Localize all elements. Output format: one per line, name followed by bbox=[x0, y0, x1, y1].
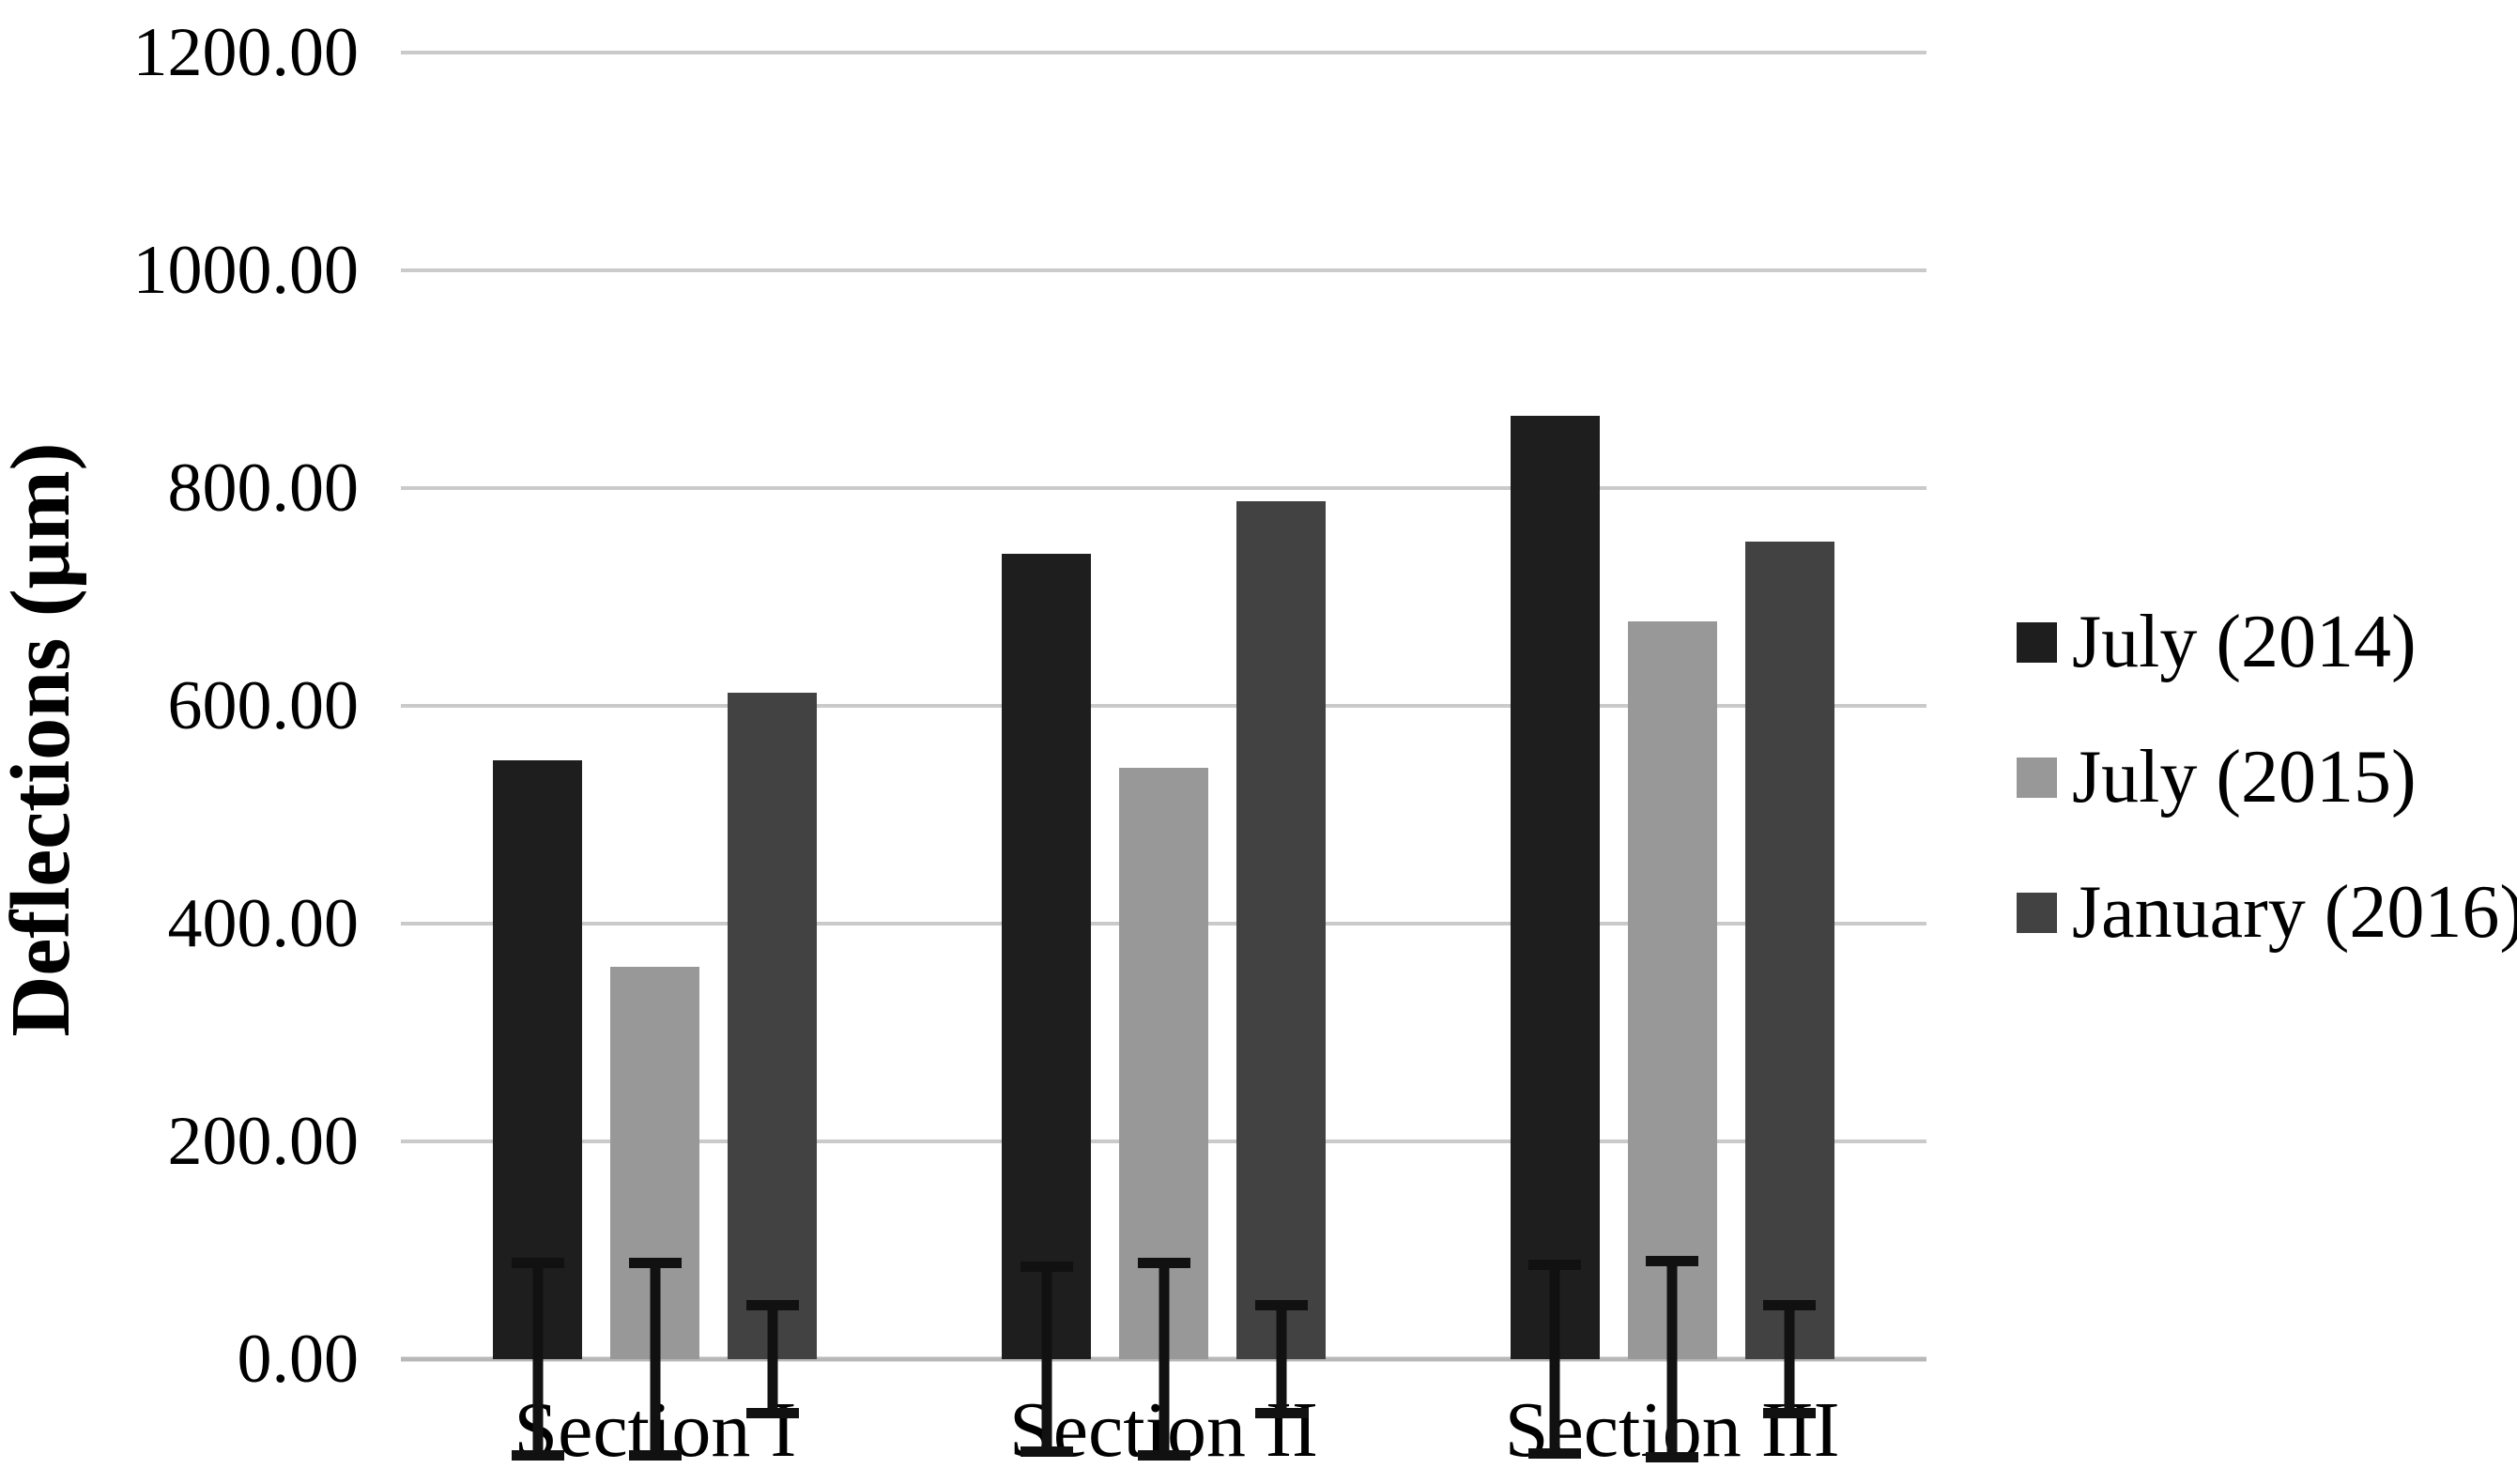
bar-group-section-iii bbox=[1418, 53, 1926, 1463]
error-bar-cap-top bbox=[1254, 1300, 1308, 1311]
error-bar bbox=[1254, 1300, 1308, 1418]
y-tick-label-1000: 1000.00 bbox=[132, 232, 360, 309]
error-bar-cap-top bbox=[1528, 1260, 1582, 1271]
bar-january-2016-section-ii bbox=[1236, 500, 1326, 1418]
y-tick-label-400: 400.00 bbox=[167, 885, 360, 962]
legend-label: July (2015) bbox=[2072, 736, 2417, 818]
y-tick-label-200: 200.00 bbox=[167, 1103, 360, 1180]
bars-layer bbox=[401, 53, 1926, 1463]
plot-area bbox=[401, 51, 1926, 1463]
error-bar-cap-top bbox=[511, 1258, 564, 1269]
error-bar-cap-bottom bbox=[1020, 1446, 1073, 1458]
bar-january-2016-section-iii bbox=[1744, 541, 1834, 1418]
bar-july-2014-section-ii bbox=[1002, 553, 1091, 1458]
error-bar-cap-top bbox=[628, 1258, 682, 1269]
legend-label: January (2016) bbox=[2072, 871, 2517, 954]
legend-swatch-icon bbox=[2017, 757, 2057, 798]
error-bar-whisker bbox=[1784, 1300, 1795, 1418]
error-bar bbox=[745, 1300, 799, 1418]
gridline-1000 bbox=[401, 268, 1926, 272]
error-bar-cap-top bbox=[1137, 1258, 1190, 1269]
error-bar-whisker bbox=[1159, 1258, 1169, 1461]
error-bar-whisker bbox=[1666, 1255, 1678, 1463]
bar-group-section-ii bbox=[910, 53, 1419, 1461]
error-bar-cap-top bbox=[1020, 1261, 1073, 1272]
error-bar-cap-bottom bbox=[511, 1449, 564, 1461]
legend-item: July (2014) bbox=[2017, 600, 2517, 684]
error-bar-cap-bottom bbox=[1137, 1449, 1190, 1461]
error-bar bbox=[1528, 1260, 1582, 1459]
error-bar bbox=[511, 1258, 564, 1461]
error-bar-whisker bbox=[1276, 1300, 1286, 1418]
error-bar-cap-top bbox=[1763, 1300, 1817, 1311]
legend-swatch-icon bbox=[2017, 621, 2057, 663]
bar-july-2014-section-iii bbox=[1510, 416, 1600, 1459]
y-tick-label-600: 600.00 bbox=[167, 667, 360, 744]
y-axis-tick-labels: 0.00 200.00 400.00 600.00 800.00 1000.00 1200.… bbox=[0, 18, 360, 1394]
bar-january-2016-section-i bbox=[728, 693, 818, 1418]
bar-july-2015-section-i bbox=[610, 967, 700, 1461]
gridline-800 bbox=[401, 486, 1926, 490]
bar-group-section-i bbox=[401, 53, 910, 1461]
error-bar bbox=[1763, 1300, 1817, 1418]
y-tick-label-0: 0.00 bbox=[237, 1321, 360, 1398]
error-bar-whisker bbox=[532, 1258, 544, 1461]
error-bar-cap-bottom bbox=[628, 1449, 682, 1461]
y-tick-label-1200: 1200.00 bbox=[132, 14, 360, 91]
error-bar-whisker bbox=[767, 1300, 778, 1418]
bar-july-2015-section-iii bbox=[1627, 620, 1717, 1463]
error-bar bbox=[1020, 1261, 1073, 1458]
legend-label: July (2014) bbox=[2072, 601, 2417, 683]
error-bar-cap-bottom bbox=[1646, 1452, 1699, 1463]
y-tick-label-800: 800.00 bbox=[167, 450, 360, 527]
error-bar-cap-top bbox=[745, 1300, 799, 1311]
legend-item: January (2016) bbox=[2017, 870, 2517, 955]
error-bar-whisker bbox=[1549, 1260, 1560, 1459]
gridline-1200 bbox=[401, 51, 1926, 54]
error-bar bbox=[1646, 1255, 1699, 1463]
error-bar-cap-bottom bbox=[745, 1407, 799, 1418]
error-bar-cap-bottom bbox=[1254, 1407, 1308, 1418]
legend-swatch-icon bbox=[2017, 892, 2057, 933]
error-bar-whisker bbox=[650, 1258, 661, 1461]
error-bar-cap-top bbox=[1646, 1255, 1699, 1266]
error-bar-cap-bottom bbox=[1763, 1407, 1817, 1418]
legend-item: July (2015) bbox=[2017, 735, 2517, 819]
bar-july-2014-section-i bbox=[493, 760, 583, 1461]
legend: July (2014) July (2015) January (2016) bbox=[2017, 600, 2517, 955]
error-bar bbox=[1137, 1258, 1190, 1461]
error-bar-cap-bottom bbox=[1528, 1447, 1582, 1459]
gridline-600 bbox=[401, 704, 1926, 708]
bar-july-2015-section-ii bbox=[1119, 768, 1208, 1461]
error-bar-whisker bbox=[1041, 1261, 1051, 1458]
error-bar bbox=[628, 1258, 682, 1461]
